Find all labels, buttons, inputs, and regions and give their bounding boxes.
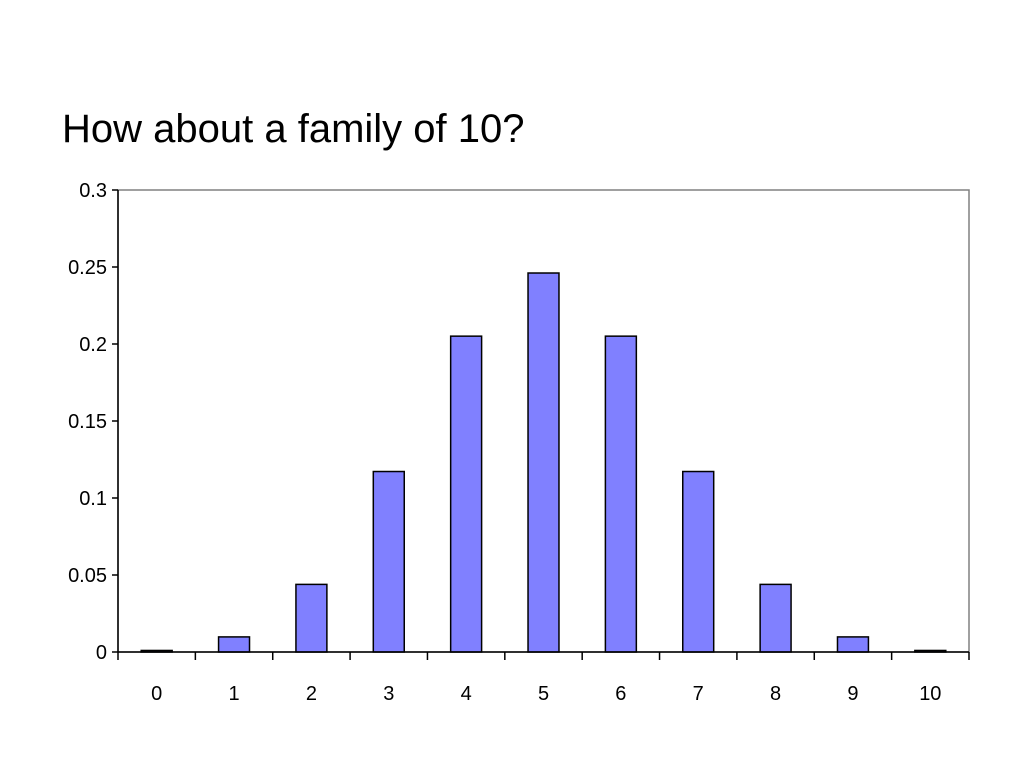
- y-tick-label: 0.05: [68, 565, 107, 587]
- bar-3: [372, 470, 405, 653]
- bar-4: [449, 335, 483, 653]
- x-tick-label: 3: [383, 683, 394, 705]
- x-tick-label: 8: [770, 683, 781, 705]
- y-tick-label: 0.25: [68, 257, 107, 279]
- x-tick-label: 7: [693, 683, 704, 705]
- x-tick-label: 4: [461, 683, 472, 705]
- y-tick-label: 0: [96, 642, 107, 664]
- bar-5: [527, 272, 560, 653]
- bar-7: [682, 470, 715, 653]
- bar-1: [217, 636, 251, 653]
- x-tick-label: 1: [228, 683, 239, 705]
- bar-6: [604, 335, 638, 653]
- x-tick-label: 5: [538, 683, 549, 705]
- x-tick-label: 6: [615, 683, 626, 705]
- y-tick-label: 0.1: [79, 488, 107, 510]
- x-tick-label: 0: [151, 683, 162, 705]
- x-tick-label: 10: [919, 683, 941, 705]
- y-tick-label: 0.15: [68, 411, 107, 433]
- x-tick-label: 9: [847, 683, 858, 705]
- bar-2: [295, 583, 328, 653]
- bar-8: [759, 583, 792, 653]
- slide-title: How about a family of 10?: [62, 107, 525, 151]
- y-tick-label: 0.2: [79, 334, 107, 356]
- y-tick-label: 0.3: [79, 180, 107, 202]
- bar-9: [836, 636, 870, 653]
- x-tick-label: 2: [306, 683, 317, 705]
